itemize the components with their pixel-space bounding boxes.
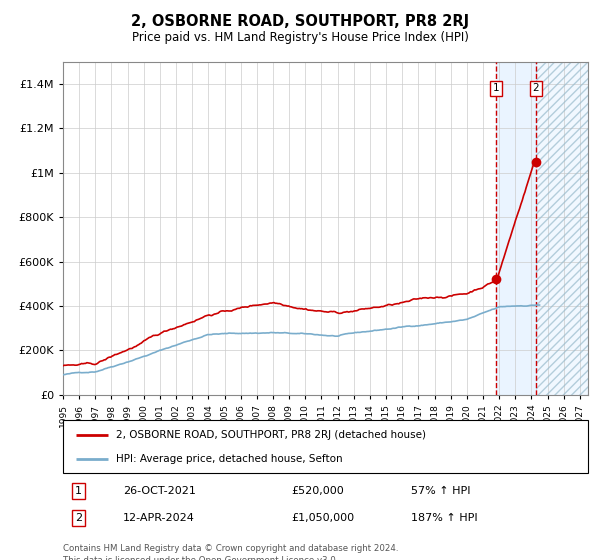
Text: 57% ↑ HPI: 57% ↑ HPI [411, 486, 470, 496]
Text: 2: 2 [75, 513, 82, 523]
Text: Price paid vs. HM Land Registry's House Price Index (HPI): Price paid vs. HM Land Registry's House … [131, 31, 469, 44]
Text: 1: 1 [493, 83, 500, 94]
Text: 2, OSBORNE ROAD, SOUTHPORT, PR8 2RJ (detached house): 2, OSBORNE ROAD, SOUTHPORT, PR8 2RJ (det… [115, 430, 425, 440]
Text: 187% ↑ HPI: 187% ↑ HPI [411, 513, 478, 523]
Text: £520,000: £520,000 [291, 486, 344, 496]
Bar [496, 62, 536, 395]
Bar [536, 62, 588, 395]
Bar [536, 62, 588, 395]
Text: 1: 1 [75, 486, 82, 496]
Text: HPI: Average price, detached house, Sefton: HPI: Average price, detached house, Seft… [115, 454, 342, 464]
Text: 12-APR-2024: 12-APR-2024 [123, 513, 195, 523]
FancyBboxPatch shape [63, 420, 588, 473]
Text: Contains HM Land Registry data © Crown copyright and database right 2024.
This d: Contains HM Land Registry data © Crown c… [63, 544, 398, 560]
Text: 2: 2 [533, 83, 539, 94]
Text: £1,050,000: £1,050,000 [291, 513, 354, 523]
Text: 26-OCT-2021: 26-OCT-2021 [123, 486, 196, 496]
Text: 2, OSBORNE ROAD, SOUTHPORT, PR8 2RJ: 2, OSBORNE ROAD, SOUTHPORT, PR8 2RJ [131, 14, 469, 29]
